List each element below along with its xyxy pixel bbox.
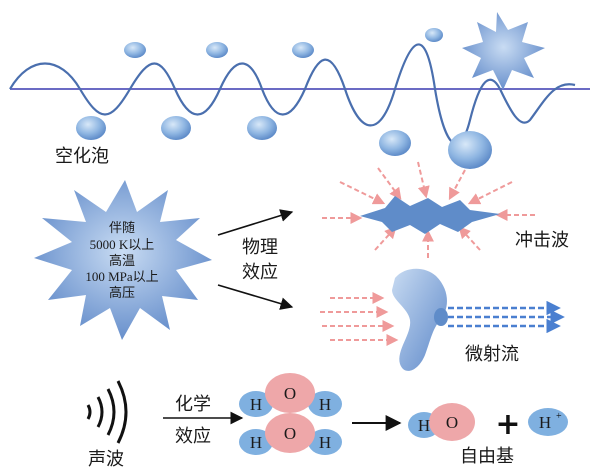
oxygen-atom bbox=[265, 413, 315, 453]
microjet-label: 微射流 bbox=[465, 344, 519, 365]
hydrogen-atom bbox=[528, 408, 568, 436]
shock-arrow bbox=[374, 226, 397, 251]
hydrogen-symbol: H bbox=[319, 433, 331, 452]
hydrogen-atom bbox=[239, 391, 273, 417]
shock-arrow bbox=[458, 226, 481, 251]
shockwave-shape bbox=[360, 196, 500, 234]
arrow-to-shockwave bbox=[217, 209, 294, 236]
hydrogen-atom bbox=[308, 429, 342, 455]
star-text-line1: 伴随 bbox=[109, 220, 135, 235]
hydroxyl-radical: H O bbox=[408, 403, 475, 441]
physical-effect-line1: 物理 bbox=[242, 237, 278, 258]
collapsing-bubble-shape bbox=[392, 268, 447, 371]
hydrogen-ion-symbol: H bbox=[539, 413, 551, 432]
microjet-panel: 微射流 bbox=[320, 268, 565, 371]
hydrogen-symbol: H bbox=[418, 416, 430, 435]
free-radical-label: 自由基 bbox=[460, 446, 514, 467]
shockwave-label: 冲击波 bbox=[515, 230, 569, 251]
hydrogen-symbol: H bbox=[250, 433, 262, 452]
sound-wave-label: 声波 bbox=[88, 449, 124, 468]
cavitation-wave-panel: 空化泡 bbox=[9, 12, 590, 169]
bubble bbox=[425, 28, 443, 42]
microjet-tip bbox=[434, 308, 448, 326]
cavitation-label: 空化泡 bbox=[55, 146, 109, 167]
bubble bbox=[247, 116, 277, 140]
shock-arrow bbox=[448, 169, 466, 201]
sound-wave-curve bbox=[9, 43, 576, 145]
water-molecule: H O H bbox=[239, 373, 342, 417]
sound-wave-icon bbox=[86, 380, 128, 444]
bubble bbox=[206, 42, 228, 58]
shock-arrow bbox=[339, 181, 386, 205]
hydrogen-ion: H + bbox=[528, 408, 568, 436]
star-text-line4: 100 MPa以上 bbox=[85, 269, 158, 284]
bubble bbox=[161, 116, 191, 140]
chemical-effect-line1: 化学 bbox=[175, 394, 211, 415]
hydrogen-ion-charge: + bbox=[556, 411, 562, 422]
hotspot-star-shape bbox=[34, 180, 212, 340]
hydrogen-symbol: H bbox=[250, 395, 262, 414]
water-molecule: H O H bbox=[239, 413, 342, 455]
arrow-to-microjet bbox=[217, 284, 294, 310]
bubble bbox=[379, 130, 411, 156]
oxygen-symbol: O bbox=[284, 424, 296, 443]
bubble bbox=[124, 42, 146, 58]
plus-sign: + bbox=[495, 407, 520, 442]
oxygen-atom bbox=[265, 373, 315, 413]
oxygen-symbol: O bbox=[446, 413, 458, 432]
hydrogen-atom bbox=[239, 429, 273, 455]
star-text-line2: 5000 K以上 bbox=[90, 237, 155, 252]
chemical-effect-line2: 效应 bbox=[175, 426, 211, 447]
bubble bbox=[448, 131, 492, 169]
oxygen-symbol: O bbox=[284, 384, 296, 403]
bubble bbox=[76, 116, 106, 140]
bubble bbox=[292, 42, 314, 58]
hydrogen-atom bbox=[308, 391, 342, 417]
star-text-line3: 高温 bbox=[109, 253, 135, 268]
hydrogen-symbol: H bbox=[319, 395, 331, 414]
oxygen-atom bbox=[429, 403, 475, 441]
shock-arrow bbox=[417, 161, 430, 199]
hotspot-starburst: 伴随 5000 K以上 高温 100 MPa以上 高压 bbox=[34, 180, 212, 340]
physical-effect-line2: 效应 bbox=[242, 262, 278, 283]
bubble-collapse-star bbox=[462, 12, 545, 90]
star-text-line5: 高压 bbox=[109, 285, 135, 300]
shockwave-panel: 冲击波 bbox=[322, 161, 569, 258]
shock-arrow bbox=[377, 167, 402, 200]
shock-arrow bbox=[467, 181, 513, 205]
